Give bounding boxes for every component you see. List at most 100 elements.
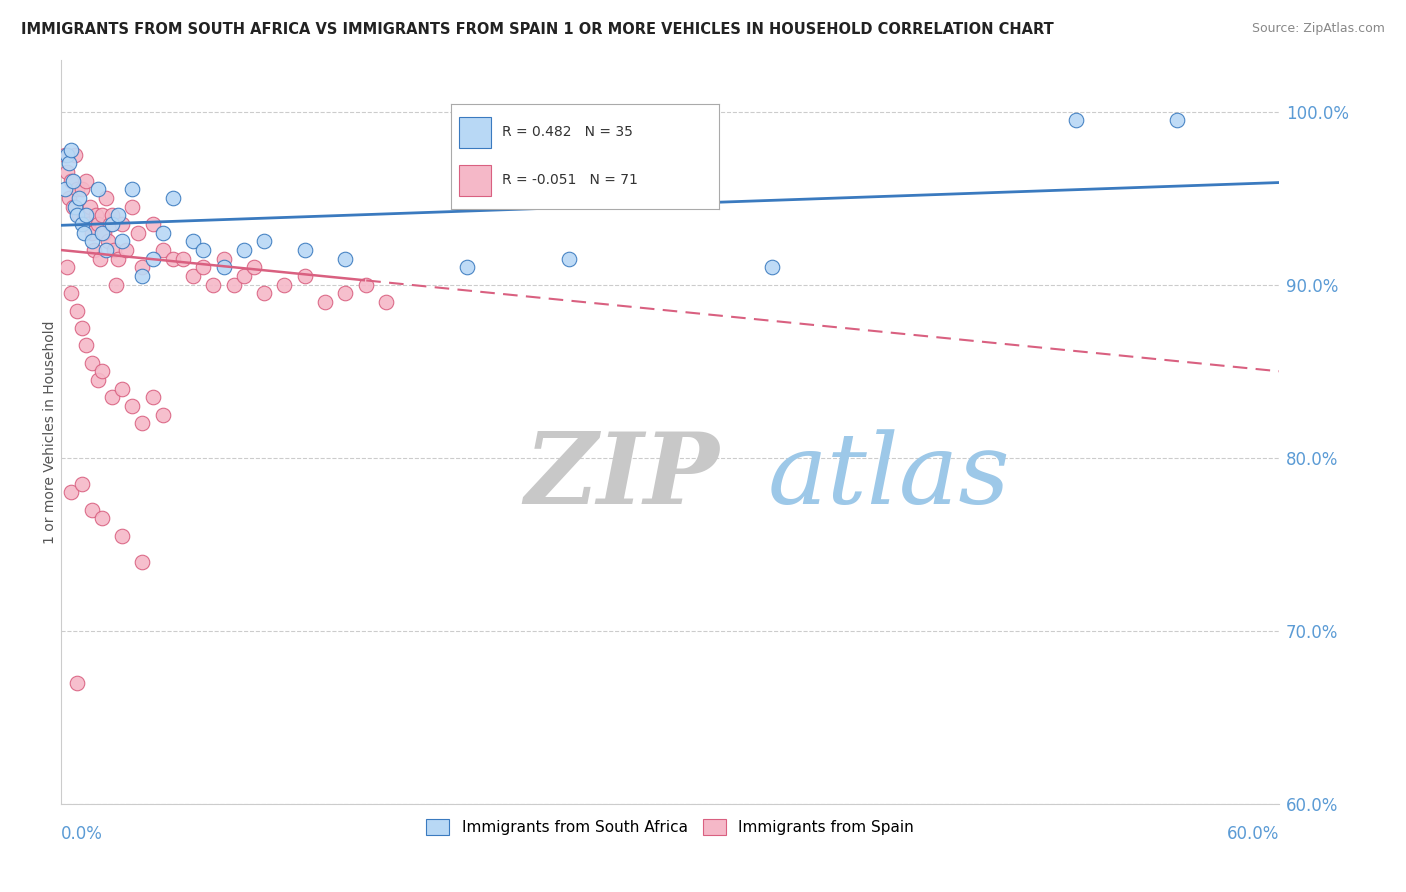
Point <box>98 217 121 231</box>
Point <box>131 268 153 283</box>
Point <box>314 295 336 310</box>
Point <box>152 243 174 257</box>
Point <box>70 182 93 196</box>
Point <box>66 182 89 196</box>
Point <box>142 252 165 266</box>
Point <box>111 217 134 231</box>
Point <box>75 338 97 352</box>
Point <box>69 209 91 223</box>
Point <box>107 209 129 223</box>
Point <box>84 209 107 223</box>
Point <box>294 243 316 257</box>
Point <box>80 235 103 249</box>
Point <box>70 476 93 491</box>
Point <box>456 260 478 275</box>
Point <box>335 252 357 266</box>
Point <box>181 268 204 283</box>
Point <box>101 217 124 231</box>
Y-axis label: 1 or more Vehicles in Household: 1 or more Vehicles in Household <box>44 320 58 543</box>
Point <box>131 260 153 275</box>
Point <box>93 226 115 240</box>
Point <box>202 277 225 292</box>
Point <box>1064 113 1087 128</box>
Text: atlas: atlas <box>768 429 1011 524</box>
Point <box>56 148 79 162</box>
Point <box>354 277 377 292</box>
Point <box>294 268 316 283</box>
Point <box>94 243 117 257</box>
Point <box>103 243 125 257</box>
Point <box>90 364 112 378</box>
Point <box>131 416 153 430</box>
Point <box>60 485 83 500</box>
Point <box>90 209 112 223</box>
Point <box>152 226 174 240</box>
Point <box>761 260 783 275</box>
Point <box>72 226 94 240</box>
Point <box>76 217 98 231</box>
Point <box>65 148 87 162</box>
Point <box>66 676 89 690</box>
Point <box>193 243 215 257</box>
Point <box>72 209 94 223</box>
Point <box>101 390 124 404</box>
Text: Source: ZipAtlas.com: Source: ZipAtlas.com <box>1251 22 1385 36</box>
Point <box>53 182 76 196</box>
Point <box>115 243 138 257</box>
Point <box>105 277 128 292</box>
Point <box>83 243 105 257</box>
Point <box>89 252 111 266</box>
Point <box>80 356 103 370</box>
Point <box>87 217 110 231</box>
Point <box>66 209 89 223</box>
Point <box>60 143 83 157</box>
Point <box>142 390 165 404</box>
Point <box>75 209 97 223</box>
Point <box>58 156 80 170</box>
Point <box>162 191 184 205</box>
Point <box>121 399 143 413</box>
Point <box>75 174 97 188</box>
Point <box>97 235 120 249</box>
Point <box>127 226 149 240</box>
Point <box>162 252 184 266</box>
Point <box>80 503 103 517</box>
Point <box>243 260 266 275</box>
Point <box>56 260 79 275</box>
Point <box>111 529 134 543</box>
Point <box>111 382 134 396</box>
Point <box>232 243 254 257</box>
Point <box>131 555 153 569</box>
Point <box>65 200 87 214</box>
Point <box>87 182 110 196</box>
Point <box>60 286 83 301</box>
Point <box>70 217 93 231</box>
Point <box>212 260 235 275</box>
Point <box>374 295 396 310</box>
Point <box>232 268 254 283</box>
Point <box>66 303 89 318</box>
Point <box>273 277 295 292</box>
Text: ZIP: ZIP <box>524 428 718 524</box>
Point <box>69 191 91 205</box>
Point <box>62 174 84 188</box>
Point <box>253 235 276 249</box>
Point <box>172 252 194 266</box>
Point <box>80 226 103 240</box>
Point <box>62 200 84 214</box>
Point <box>222 277 245 292</box>
Point <box>193 260 215 275</box>
Point <box>181 235 204 249</box>
Text: 60.0%: 60.0% <box>1226 825 1279 843</box>
Point <box>335 286 357 301</box>
Point <box>90 226 112 240</box>
Point <box>87 373 110 387</box>
Point <box>58 191 80 205</box>
Point <box>1166 113 1188 128</box>
Text: 0.0%: 0.0% <box>62 825 103 843</box>
Point <box>121 200 143 214</box>
Point <box>56 165 79 179</box>
Point <box>90 511 112 525</box>
Point <box>107 252 129 266</box>
Point <box>121 182 143 196</box>
